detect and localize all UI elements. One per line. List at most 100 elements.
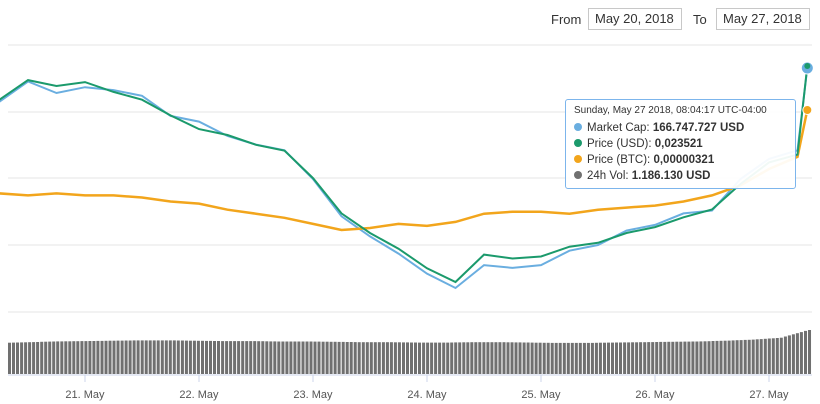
volume-bar [225,341,229,374]
volume-bar [297,341,301,374]
volume-bar [253,341,257,374]
volume-bar [482,342,486,374]
volume-bar [257,341,261,374]
volume-bar [172,340,176,374]
volume-bar [522,342,526,374]
x-tick-label: 21. May [65,389,105,401]
volume-bar [112,340,116,374]
volume-bar [285,341,289,374]
volume-bar [526,342,530,374]
volume-bar [32,342,36,374]
from-date-input[interactable]: May 20, 2018 [588,8,682,30]
volume-bar [783,336,787,374]
market-cap-line [0,67,809,290]
volume-bar [136,340,140,374]
volume-bar [723,340,727,374]
volume-bar [245,341,249,374]
volume-bar [715,340,719,374]
volume-bar [341,341,345,374]
volume-bar [594,342,598,374]
volume-bar [426,342,430,374]
volume-bar [16,342,20,374]
volume-bar [205,340,209,374]
volume-bar [353,342,357,374]
volume-bar [458,342,462,374]
price-btc-dot [574,154,582,163]
volume-bar [558,342,562,374]
volume-bar [148,340,152,374]
volume-bar [598,342,602,374]
volume-bar [221,341,225,374]
volume-bar [261,341,265,374]
x-tick-label: 25. May [521,389,561,401]
volume-bar [402,342,406,374]
to-date-input[interactable]: May 27, 2018 [716,8,810,30]
price-usd-dot [574,138,582,147]
volume-bar [763,338,767,374]
chart-tooltip: Sunday, May 27 2018, 08:04:17 UTC-04:00 … [565,99,796,189]
tooltip-row-price-btc: Price (BTC): 0,00000321 [574,152,787,168]
market-cap-dot [574,122,582,131]
volume-bar [180,340,184,374]
volume-bar [385,342,389,374]
volume-bar [8,342,12,374]
volume-bar [582,342,586,374]
volume-bar [711,341,715,374]
x-tick-label: 27. May [749,389,789,401]
volume-bar [667,341,671,374]
volume-bar [156,340,160,374]
volume-bar [160,340,164,374]
volume-bar [414,342,418,374]
volume-bar [735,340,739,374]
volume-bar [530,342,534,374]
volume-bar [651,342,655,374]
volume-bar [241,341,245,374]
volume-bar [550,342,554,374]
volume-bar [590,342,594,374]
volume-bar [213,341,217,374]
tooltip-label: Price (BTC): [587,154,651,166]
hover-markers [800,61,814,115]
volume-bar [498,342,502,374]
volume-bar [80,341,84,374]
volume-bar [466,342,470,374]
volume-bar [659,341,663,374]
x-tick-label: 26. May [635,389,675,401]
volume-bar [277,341,281,374]
volume-bar [502,342,506,374]
volume-bar [329,341,333,374]
volume-bar [301,341,305,374]
volume-bar [116,340,120,374]
tooltip-title: Sunday, May 27 2018, 08:04:17 UTC-04:00 [574,105,767,116]
volume-bar [518,342,522,374]
volume-bar [192,340,196,374]
volume-bar [389,342,393,374]
volume-bar [494,342,498,374]
volume-bar [289,341,293,374]
volume-bar [281,341,285,374]
volume-bar [333,341,337,374]
volume-bar [24,342,28,374]
volume-bar [209,340,213,374]
volume-bar [434,342,438,374]
volume-bar [52,341,56,374]
tooltip-label: Market Cap: [587,122,650,134]
volume-bar [478,342,482,374]
volume-bar [164,340,168,374]
volume-bar [771,338,775,374]
volume-bar [12,342,16,374]
tooltip-value: 0,00000321 [653,154,715,166]
volume-bar [72,341,76,374]
volume-bar [675,341,679,374]
volume-bar [586,342,590,374]
volume-bar [56,341,60,374]
volume-bar [60,341,64,374]
x-axis: 21. May 22. May 23. May 24. May 25. May 26. M… [8,374,812,401]
volume-bar [325,341,329,374]
volume-bar [574,342,578,374]
volume-dot [574,170,582,179]
volume-bar [554,342,558,374]
volume-bar [120,340,124,374]
volume-bar [349,342,353,374]
